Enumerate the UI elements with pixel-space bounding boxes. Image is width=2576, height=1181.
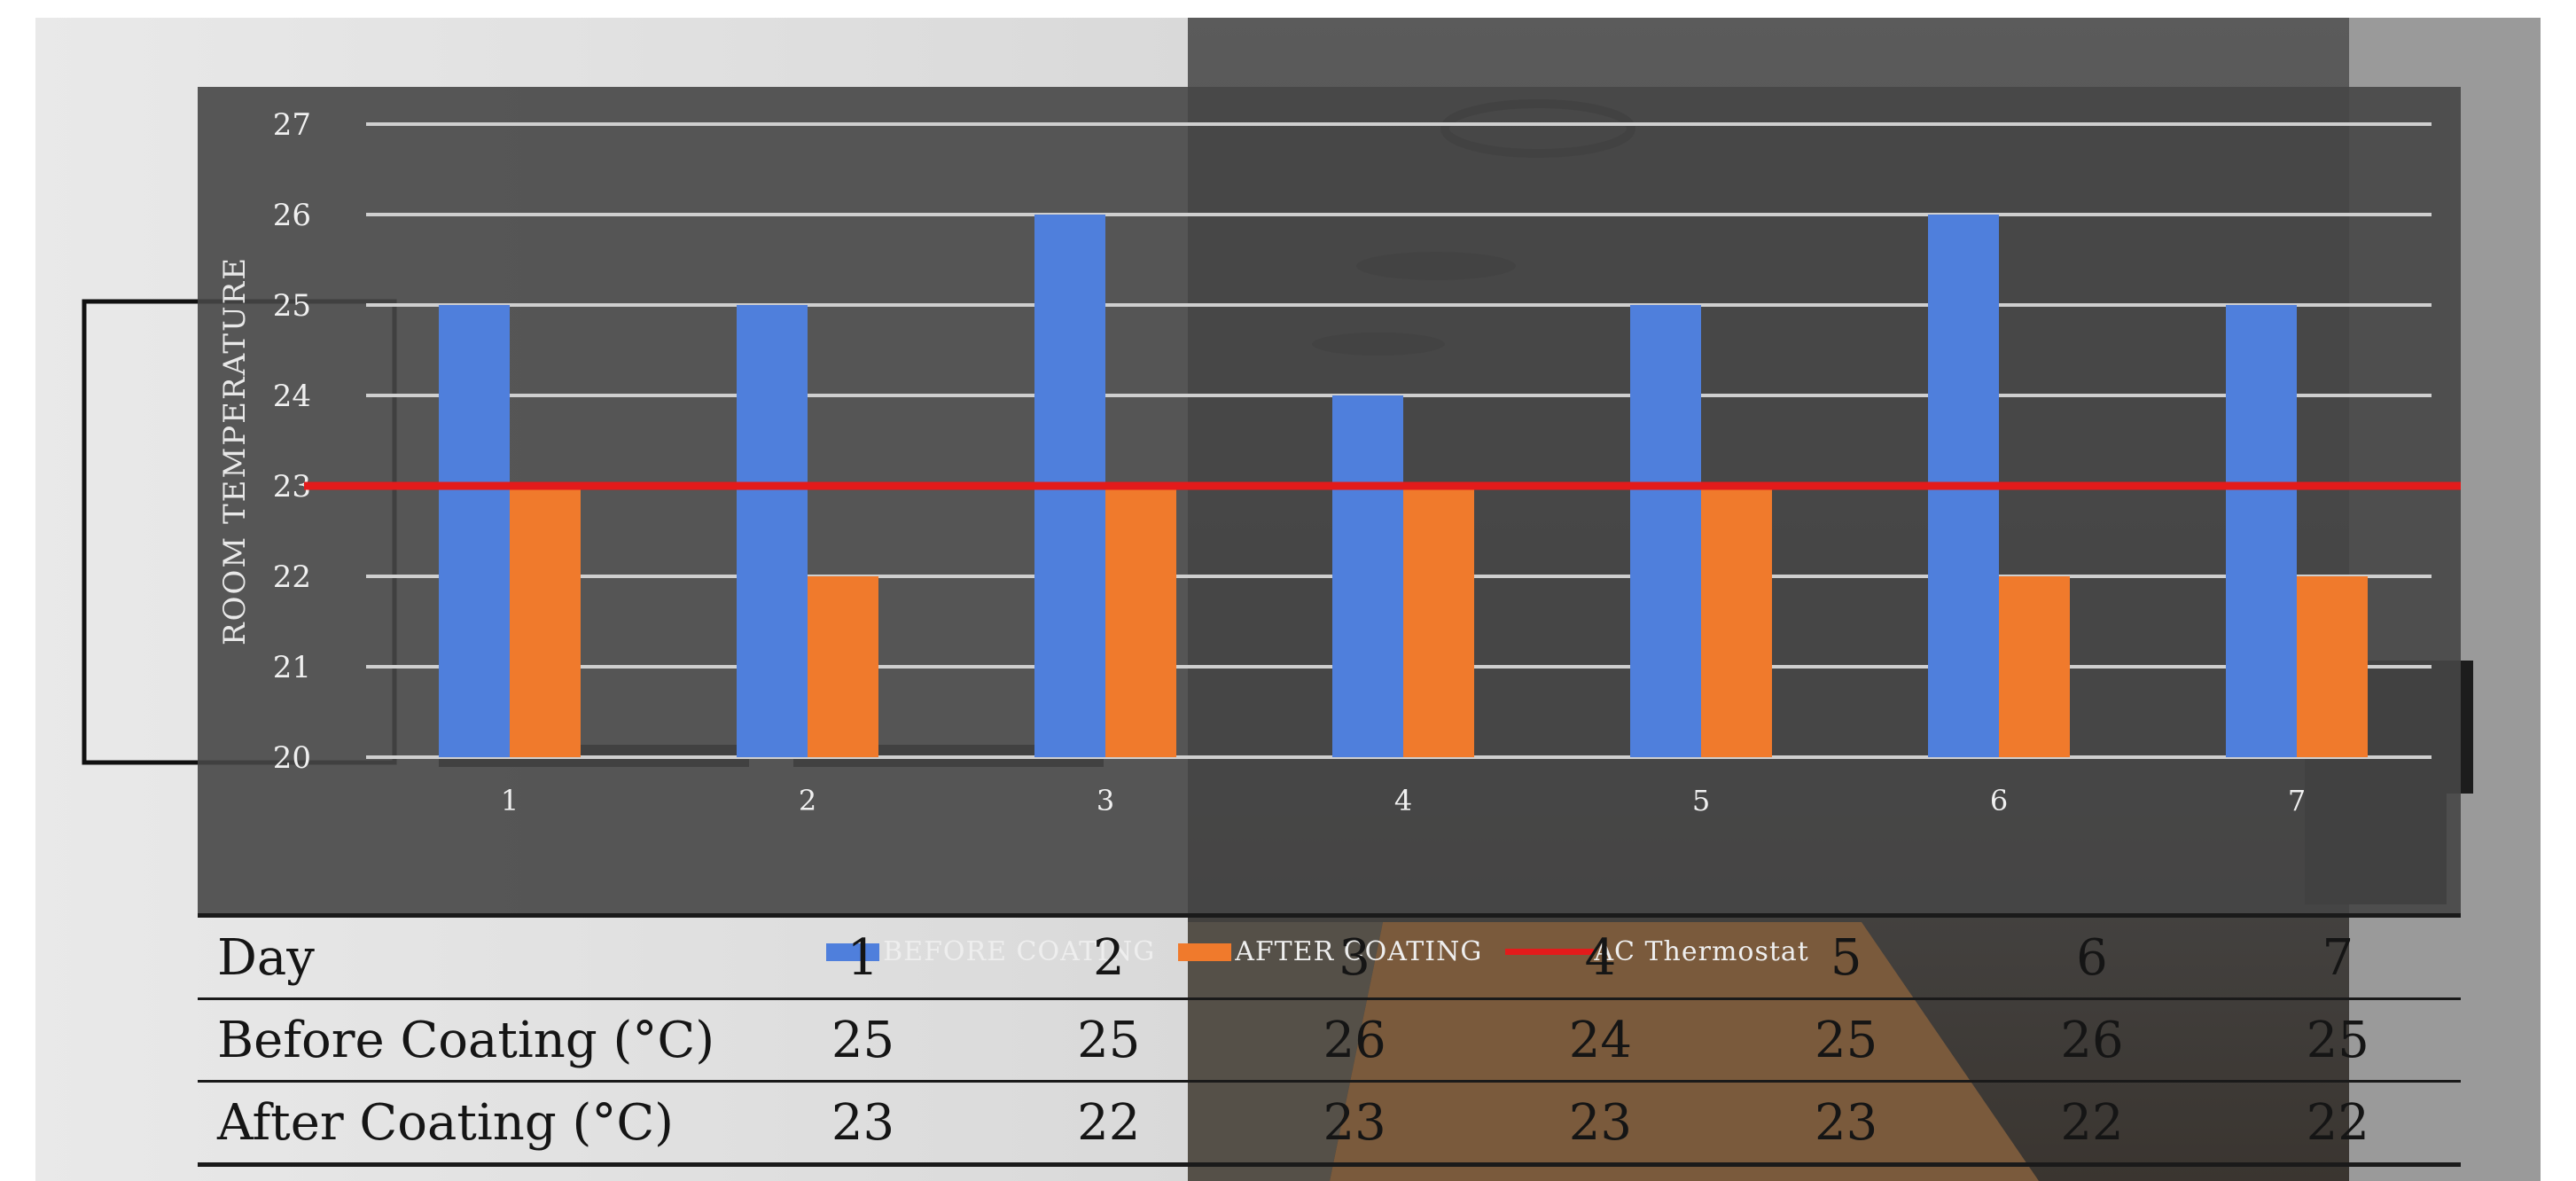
bar-before [1332, 395, 1403, 757]
table-cell: 23 [1477, 1081, 1724, 1167]
chart-panel: 20 21 22 23 24 25 26 27 1 2 3 4 5 6 7 ROOM TEMPERATURE… [198, 87, 2461, 967]
table-row-before: Before Coating (°C) 25 25 26 24 25 26 25 [198, 998, 2461, 1083]
x-tick-label: 2 [799, 784, 816, 817]
bar-after [1999, 576, 2070, 757]
table-cell: 7 [2214, 913, 2461, 1000]
bar-before [737, 305, 808, 757]
table-cell: 2 [986, 913, 1232, 1000]
table-cell: 25 [739, 998, 987, 1083]
bar-before [1630, 305, 1701, 757]
y-tick-label: 26 [273, 198, 311, 233]
x-tick-label: 7 [2288, 784, 2306, 817]
table-cell: 5 [1723, 913, 1970, 1000]
bar-before [2226, 305, 2297, 757]
y-tick-label: 20 [273, 740, 311, 776]
y-tick-label: 21 [273, 650, 311, 685]
table-cell: 22 [986, 1081, 1232, 1167]
table-cell: 1 [739, 913, 987, 1000]
bar-before [439, 305, 510, 757]
bar-after [1701, 486, 1772, 757]
table-cell: 4 [1477, 913, 1724, 1000]
y-tick-label: 24 [273, 379, 311, 414]
table-cell: 3 [1231, 913, 1478, 1000]
y-tick-label: 22 [273, 559, 311, 595]
table-row-label: After Coating (°C) [198, 1081, 740, 1167]
table-cell: 22 [1969, 1081, 2215, 1167]
y-axis-label: ROOM TEMPERATURE [217, 255, 253, 645]
bar-after [510, 486, 581, 757]
bar-after [2297, 576, 2368, 757]
table-cell: 25 [1723, 998, 1970, 1083]
x-tick-label: 3 [1097, 784, 1114, 817]
x-tick-label: 1 [501, 784, 519, 817]
table-cell: 25 [2214, 998, 2461, 1083]
bar-after [1403, 486, 1474, 757]
table-cell: 25 [986, 998, 1232, 1083]
table-cell: 23 [1723, 1081, 1970, 1167]
data-table: Day 1 2 3 4 5 6 7 Before Coating (°C) 25… [198, 913, 2461, 1167]
table-cell: 26 [1969, 998, 2215, 1083]
table-row-after: After Coating (°C) 23 22 23 23 23 22 22 [198, 1081, 2461, 1167]
table-cell: 23 [739, 1081, 987, 1167]
table-cell: 23 [1231, 1081, 1478, 1167]
bar-after [808, 576, 878, 757]
table-cell: 6 [1969, 913, 2215, 1000]
bar-after [1105, 486, 1176, 757]
table-header-day: Day [198, 913, 740, 1000]
table-cell: 24 [1477, 998, 1724, 1083]
table-row-days: Day 1 2 3 4 5 6 7 [198, 913, 2461, 1000]
table-cell: 22 [2214, 1081, 2461, 1167]
table-cell: 26 [1231, 998, 1478, 1083]
x-tick-label: 6 [1990, 784, 2008, 817]
y-tick-label: 27 [273, 107, 311, 143]
x-tick-label: 4 [1394, 784, 1412, 817]
table-row-label: Before Coating (°C) [198, 998, 740, 1083]
x-tick-label: 5 [1692, 784, 1710, 817]
y-tick-label: 25 [273, 288, 311, 324]
